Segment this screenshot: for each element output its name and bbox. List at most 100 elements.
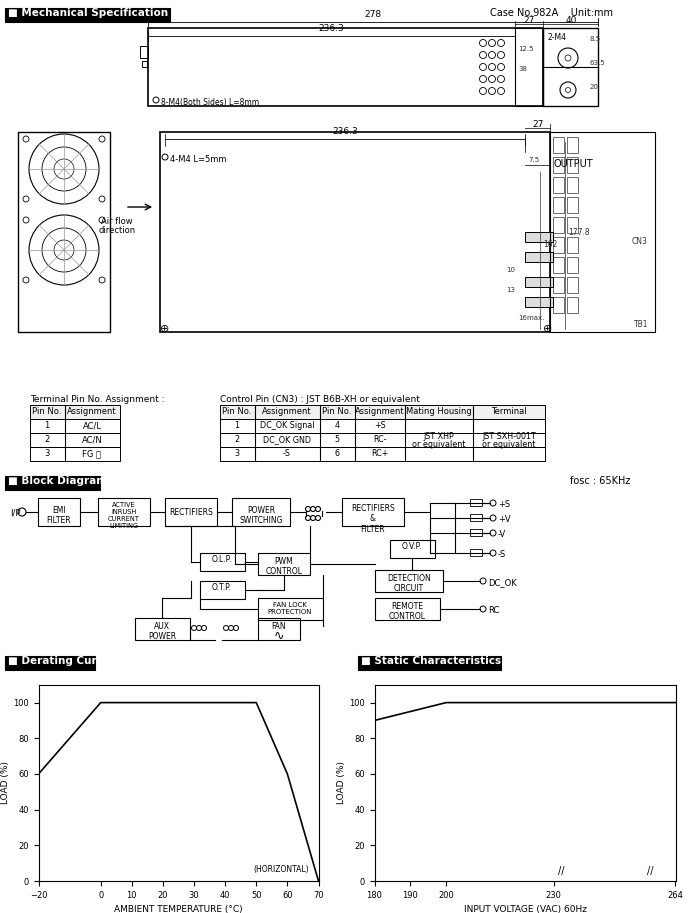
Text: ■ Block Diagram: ■ Block Diagram [8, 476, 107, 486]
Bar [375, 598, 440, 620]
Bar [567, 217, 578, 233]
Bar [553, 297, 564, 313]
Bar [5, 656, 95, 670]
Bar [390, 540, 435, 558]
Text: 10: 10 [506, 267, 515, 273]
Text: FAN: FAN [272, 622, 286, 631]
Bar [543, 28, 598, 106]
Bar [30, 433, 120, 447]
Text: JST SXH-001T: JST SXH-001T [482, 432, 536, 441]
Text: Assignment: Assignment [67, 407, 117, 416]
Bar [470, 529, 482, 536]
Text: Control Pin (CN3) : JST B6B-XH or equivalent: Control Pin (CN3) : JST B6B-XH or equiva… [220, 395, 420, 404]
Text: +S: +S [498, 499, 510, 509]
Text: 3: 3 [44, 449, 50, 458]
Text: or equivalent: or equivalent [412, 440, 466, 449]
Text: -S: -S [498, 550, 506, 559]
Text: O.T.P.: O.T.P. [212, 583, 232, 592]
Bar [567, 157, 578, 173]
Text: 1: 1 [44, 421, 50, 430]
Text: ACTIVE
INRUSH
CURRENT
LIMITING: ACTIVE INRUSH CURRENT LIMITING [108, 502, 140, 529]
Bar [200, 581, 245, 599]
Text: 63.5: 63.5 [590, 60, 606, 66]
Text: 8.5: 8.5 [589, 36, 600, 42]
Text: FAN LOCK
PROTECTION: FAN LOCK PROTECTION [267, 602, 312, 615]
Bar [140, 46, 148, 58]
X-axis label: AMBIENT TEMPERATURE (°C): AMBIENT TEMPERATURE (°C) [114, 906, 243, 913]
Bar [525, 297, 553, 307]
Bar [470, 499, 482, 506]
Text: 162: 162 [543, 239, 557, 248]
Text: O.L.P.: O.L.P. [211, 555, 232, 564]
Text: RC-: RC- [373, 435, 387, 444]
Bar [135, 618, 190, 640]
Text: 278: 278 [365, 10, 382, 19]
X-axis label: INPUT VOLTAGE (VAC) 60Hz: INPUT VOLTAGE (VAC) 60Hz [463, 906, 587, 913]
Bar [550, 132, 655, 332]
Text: EMI
FILTER: EMI FILTER [47, 506, 71, 525]
Text: ■ Static Characteristics: ■ Static Characteristics [361, 656, 501, 666]
Bar [258, 618, 300, 640]
Text: 4: 4 [335, 421, 339, 430]
Bar [342, 498, 404, 526]
Text: DETECTION
CIRCUIT: DETECTION CIRCUIT [387, 574, 431, 593]
Text: I/P: I/P [10, 508, 20, 517]
Text: CN3: CN3 [632, 237, 648, 246]
Text: Pin No.: Pin No. [32, 407, 62, 416]
Text: //: // [648, 866, 654, 876]
Text: +V: +V [498, 515, 510, 523]
Text: 2: 2 [44, 435, 50, 444]
Text: FG ⻐: FG ⻐ [83, 449, 102, 458]
Bar [567, 197, 578, 213]
Text: Terminal: Terminal [491, 407, 527, 416]
Y-axis label: LOAD (%): LOAD (%) [337, 761, 346, 804]
Bar [553, 257, 564, 273]
Bar [567, 137, 578, 153]
Text: 5: 5 [335, 435, 339, 444]
Y-axis label: LOAD (%): LOAD (%) [1, 761, 10, 804]
Text: (HORIZONTAL): (HORIZONTAL) [253, 865, 309, 874]
Text: OUTPUT: OUTPUT [553, 159, 593, 169]
Bar [375, 570, 443, 592]
Text: DC_OK: DC_OK [488, 578, 517, 587]
Bar [567, 277, 578, 293]
Text: JST XHP: JST XHP [424, 432, 454, 441]
Text: PWM
CONTROL: PWM CONTROL [265, 557, 302, 576]
Text: 4-M4 L=5mm: 4-M4 L=5mm [170, 155, 227, 164]
Text: DC_OK Signal: DC_OK Signal [260, 421, 314, 430]
Bar [220, 447, 545, 461]
Text: 20: 20 [590, 84, 599, 90]
Text: Case No.982A    Unit:mm: Case No.982A Unit:mm [490, 8, 613, 18]
Bar [160, 132, 550, 332]
Text: AC/L: AC/L [83, 421, 102, 430]
Text: //: // [558, 866, 564, 876]
Text: AC/N: AC/N [82, 435, 102, 444]
Bar [567, 297, 578, 313]
Text: ■ Mechanical Specification: ■ Mechanical Specification [8, 8, 168, 18]
Bar [148, 28, 543, 106]
Text: TB1: TB1 [634, 320, 648, 329]
Text: ⊕: ⊕ [543, 324, 553, 334]
Text: O.V.P.: O.V.P. [402, 542, 422, 551]
Text: 8-M4(Both Sides) L=8mm: 8-M4(Both Sides) L=8mm [161, 98, 259, 107]
Text: POWER
SWITCHING: POWER SWITCHING [239, 506, 283, 525]
Text: RECTIFIERS: RECTIFIERS [169, 508, 213, 517]
Text: ⊕: ⊕ [160, 324, 169, 334]
Text: Terminal Pin No. Assignment :: Terminal Pin No. Assignment : [30, 395, 164, 404]
Text: REMOTE
CONTROL: REMOTE CONTROL [389, 602, 426, 622]
Text: AUX
POWER: AUX POWER [148, 622, 176, 642]
Bar [553, 177, 564, 193]
Text: ∿: ∿ [274, 630, 284, 643]
Bar [220, 419, 545, 433]
Bar [553, 277, 564, 293]
Text: or equivalent: or equivalent [482, 440, 536, 449]
Text: +S: +S [374, 421, 386, 430]
Bar [470, 549, 482, 556]
Text: 7.5: 7.5 [528, 157, 539, 163]
Bar [553, 217, 564, 233]
Text: Assignment: Assignment [262, 407, 312, 416]
Text: 40: 40 [566, 16, 577, 25]
Text: 6: 6 [335, 449, 339, 458]
Bar [30, 405, 120, 419]
Bar [567, 177, 578, 193]
